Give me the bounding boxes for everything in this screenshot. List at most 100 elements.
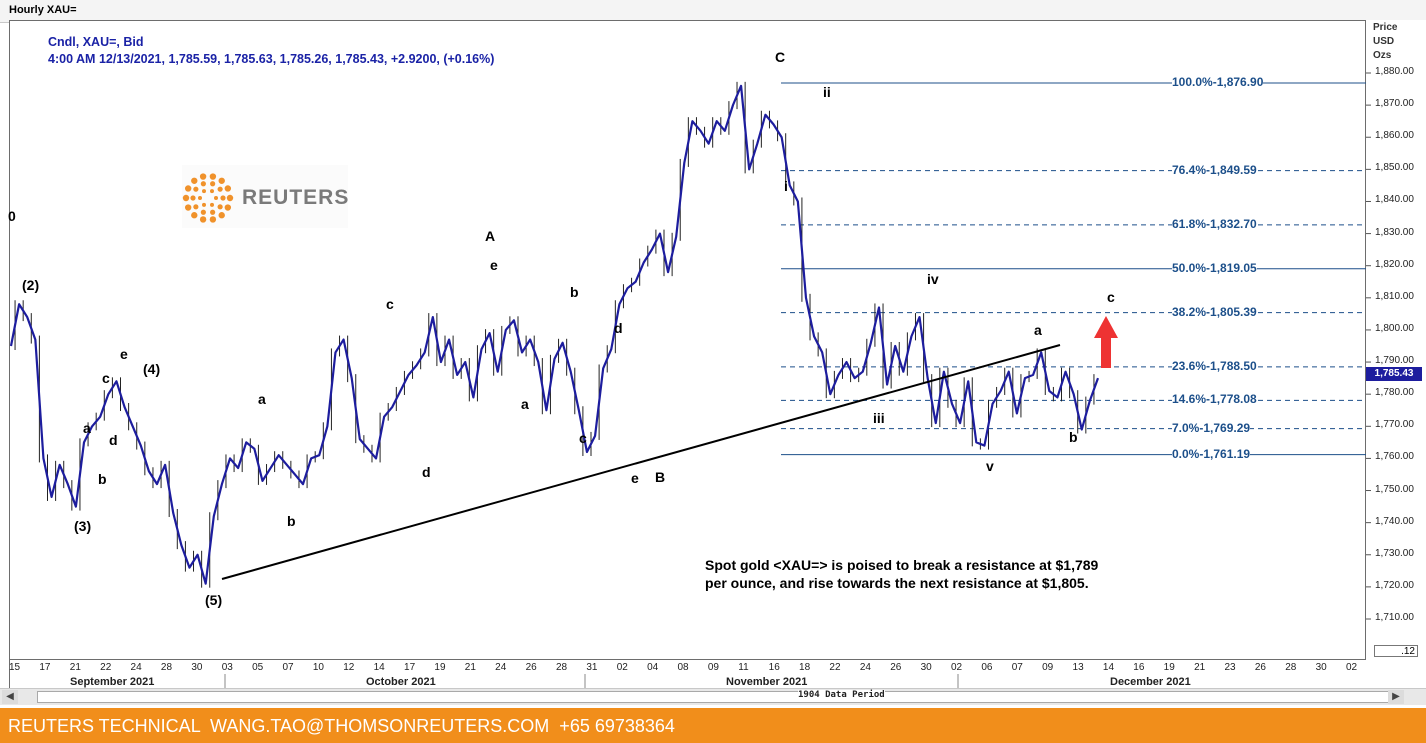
scroll-thumb[interactable] xyxy=(37,691,1397,703)
wave-label: c xyxy=(386,296,394,312)
x-tick-label: 07 xyxy=(282,662,294,673)
logo-dot xyxy=(191,177,198,184)
x-tick-label: 30 xyxy=(920,662,932,673)
trend-line xyxy=(221,344,1061,580)
x-tick-label: 09 xyxy=(1042,662,1054,673)
x-month-label: October 2021 xyxy=(366,676,436,688)
x-tick-label: 30 xyxy=(191,662,203,673)
x-tick-label: 19 xyxy=(1163,662,1175,673)
x-tick-label: 28 xyxy=(1285,662,1297,673)
wave-label: e xyxy=(120,346,128,362)
horizontal-scrollbar[interactable]: ◀ 1904 Data Period ▶ xyxy=(0,688,1426,705)
y-axis[interactable] xyxy=(1366,20,1426,660)
wave-label: b xyxy=(287,513,296,529)
x-tick-label: 21 xyxy=(464,662,476,673)
scroll-right-button[interactable]: ▶ xyxy=(1388,690,1404,704)
x-tick-label: 24 xyxy=(495,662,507,673)
logo-dot xyxy=(217,204,223,210)
x-tick-label: 18 xyxy=(799,662,811,673)
x-tick-label: 08 xyxy=(677,662,689,673)
legend-instrument: Cndl, XAU=, Bid xyxy=(48,35,144,49)
fib-level-label: 100.0%-1,876.90 xyxy=(1172,74,1264,89)
logo-dot xyxy=(198,196,202,200)
x-axis[interactable] xyxy=(9,660,1367,688)
x-month-label: September 2021 xyxy=(70,676,155,688)
wave-label: d xyxy=(614,320,623,336)
logo-dot xyxy=(202,189,206,194)
x-tick-label: 17 xyxy=(404,662,416,673)
wave-label: (2) xyxy=(22,277,40,293)
y-tick-label: 1,870.00 xyxy=(1375,98,1414,110)
fib-level-label: 14.6%-1,778.08 xyxy=(1172,392,1257,407)
chart-plot-area[interactable] xyxy=(9,20,1366,660)
logo-dot xyxy=(224,204,232,211)
reuters-logo xyxy=(182,165,348,228)
x-tick-label: 02 xyxy=(1346,662,1358,673)
unit-price: Price xyxy=(1373,22,1398,33)
note-line-1: Spot gold <XAU=> is poised to break a re… xyxy=(705,557,1099,573)
last-price-tag: 1,785.43 xyxy=(1366,367,1422,381)
y-tick-label: 1,800.00 xyxy=(1375,322,1414,334)
y-tick-label: 1,790.00 xyxy=(1375,355,1414,367)
logo-dot xyxy=(209,173,217,180)
data-period-label: 1904 Data Period xyxy=(798,690,885,700)
zoom-box[interactable]: .12 xyxy=(1374,645,1418,657)
y-tick-label: 1,730.00 xyxy=(1375,547,1414,559)
unit-ozs: Ozs xyxy=(1373,50,1392,61)
wave-label: a xyxy=(1034,322,1042,338)
logo-dot xyxy=(218,212,225,219)
logo-dot xyxy=(193,204,199,210)
x-tick-label: 02 xyxy=(616,662,628,673)
logo-dot xyxy=(199,216,207,223)
wave-label: c xyxy=(579,430,587,446)
y-tick-label: 1,880.00 xyxy=(1375,66,1414,77)
x-tick-label: 16 xyxy=(1133,662,1145,673)
footer-banner: REUTERS TECHNICAL WANG.TAO@THOMSONREUTER… xyxy=(0,708,1426,743)
logo-dot xyxy=(210,189,214,194)
scroll-left-button[interactable]: ◀ xyxy=(2,690,18,704)
logo-dot xyxy=(226,194,234,202)
logo-dot xyxy=(184,185,192,192)
wave-label: ii xyxy=(823,84,831,100)
x-tick-label: 10 xyxy=(312,662,324,673)
logo-dot xyxy=(199,173,207,180)
wave-label: C xyxy=(775,49,786,65)
y-tick-label: 1,820.00 xyxy=(1375,258,1414,270)
y-tick-label: 1,840.00 xyxy=(1375,194,1414,206)
x-tick-label: 14 xyxy=(373,662,385,673)
logo-text: REUTERS xyxy=(242,186,350,209)
logo-dot xyxy=(224,185,232,192)
y-tick-label: 1,770.00 xyxy=(1375,419,1414,431)
x-tick-label: 16 xyxy=(768,662,780,673)
chart-legend: Cndl, XAU=, Bid 4:00 AM 12/13/2021, 1,78… xyxy=(48,34,494,68)
fib-level-label: 76.4%-1,849.59 xyxy=(1172,162,1257,177)
y-tick-label: 1,710.00 xyxy=(1375,612,1414,623)
y-tick-label: 1,740.00 xyxy=(1375,515,1414,527)
wave-label: (4) xyxy=(143,361,161,377)
y-tick-label: 1,760.00 xyxy=(1375,451,1414,463)
x-tick-label: 12 xyxy=(343,662,355,673)
x-tick-label: 24 xyxy=(859,662,871,673)
logo-dot xyxy=(210,202,214,207)
wave-label: e xyxy=(490,257,498,273)
fib-level-label: 38.2%-1,805.39 xyxy=(1172,304,1257,319)
wave-label: i xyxy=(784,178,788,194)
x-tick-label: 03 xyxy=(221,662,233,673)
price-series-line xyxy=(9,84,1100,585)
x-tick-label: 26 xyxy=(1254,662,1266,673)
fib-level-label: 7.0%-1,769.29 xyxy=(1172,420,1251,435)
wave-label: A xyxy=(485,228,496,244)
wave-label: (5) xyxy=(205,592,223,608)
logo-dot xyxy=(190,195,196,201)
y-tick-label: 1,830.00 xyxy=(1375,226,1414,238)
up-arrow-icon xyxy=(1094,316,1118,368)
x-tick-label: 05 xyxy=(252,662,264,673)
wave-label: B xyxy=(655,469,666,485)
fib-level-label: 23.6%-1,788.50 xyxy=(1172,358,1257,373)
wave-label: 0 xyxy=(8,208,16,224)
y-tick-label: 1,720.00 xyxy=(1375,579,1414,591)
unit-usd: USD xyxy=(1373,36,1395,47)
wave-label: b xyxy=(570,284,579,300)
